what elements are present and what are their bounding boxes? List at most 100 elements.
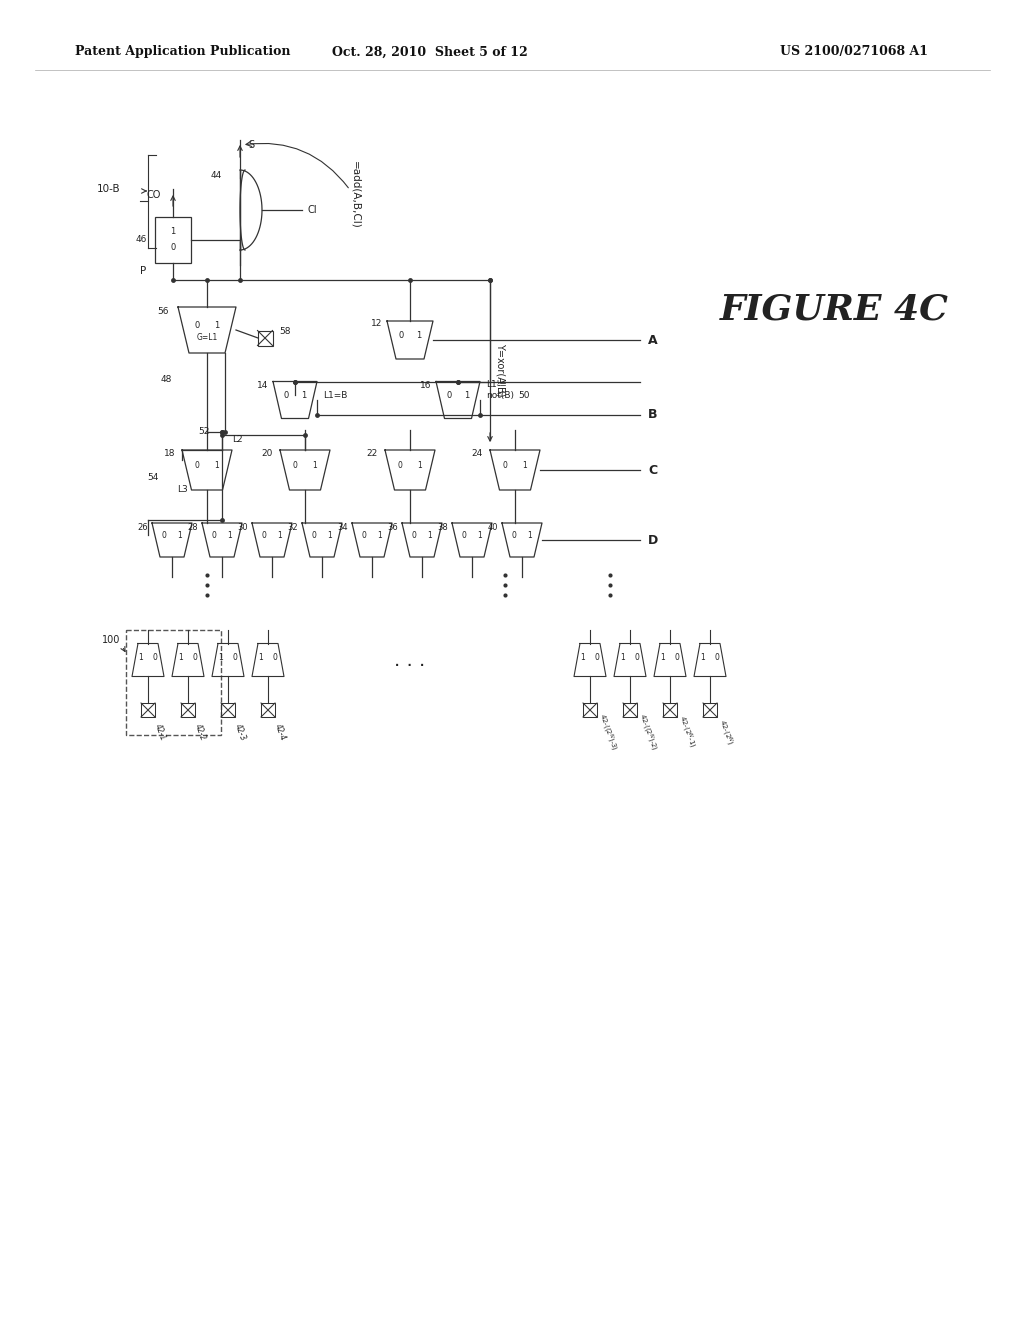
Text: 0: 0 bbox=[162, 531, 167, 540]
Text: 0: 0 bbox=[361, 531, 367, 540]
Text: 0: 0 bbox=[311, 531, 316, 540]
Text: L2: L2 bbox=[232, 436, 243, 445]
Text: B: B bbox=[648, 408, 657, 421]
Text: 50: 50 bbox=[518, 392, 529, 400]
Text: 42-2: 42-2 bbox=[193, 722, 207, 742]
Text: 22: 22 bbox=[367, 450, 378, 458]
Text: 1: 1 bbox=[477, 531, 482, 540]
Text: 0: 0 bbox=[715, 652, 720, 661]
Text: 1: 1 bbox=[527, 531, 532, 540]
Text: 12: 12 bbox=[371, 319, 382, 329]
Text: 1: 1 bbox=[312, 461, 317, 470]
Text: 32: 32 bbox=[288, 523, 298, 532]
Text: 0: 0 bbox=[462, 531, 467, 540]
Text: 1: 1 bbox=[522, 461, 527, 470]
Text: A: A bbox=[648, 334, 657, 346]
Text: 0: 0 bbox=[272, 652, 278, 661]
Text: US 2100/0271068 A1: US 2100/0271068 A1 bbox=[780, 45, 928, 58]
Bar bbox=[583, 704, 597, 717]
Text: 1: 1 bbox=[278, 531, 283, 540]
Text: 58: 58 bbox=[279, 327, 291, 337]
Text: 1: 1 bbox=[138, 652, 143, 661]
Text: CO: CO bbox=[146, 190, 161, 201]
Text: 42-(2$^N$): 42-(2$^N$) bbox=[715, 717, 735, 747]
Text: 40: 40 bbox=[487, 523, 498, 532]
Text: 0: 0 bbox=[397, 461, 402, 470]
Text: 1: 1 bbox=[428, 531, 432, 540]
Text: Patent Application Publication: Patent Application Publication bbox=[75, 45, 291, 58]
Text: 42-((2$^N$)-2): 42-((2$^N$)-2) bbox=[635, 711, 659, 752]
Text: 42-((2$^N$)-3): 42-((2$^N$)-3) bbox=[595, 711, 620, 752]
Text: 1: 1 bbox=[227, 531, 232, 540]
Text: 18: 18 bbox=[164, 450, 175, 458]
Text: . . .: . . . bbox=[394, 651, 426, 669]
Text: 42-(2$^N$-1): 42-(2$^N$-1) bbox=[675, 714, 698, 750]
Text: L1'=
not(B): L1'= not(B) bbox=[486, 380, 514, 400]
Text: 30: 30 bbox=[238, 523, 248, 532]
Text: 0: 0 bbox=[675, 652, 680, 661]
Text: 1: 1 bbox=[660, 652, 666, 661]
Text: 16: 16 bbox=[420, 381, 431, 391]
Text: 28: 28 bbox=[187, 523, 198, 532]
Text: 1: 1 bbox=[418, 461, 422, 470]
Text: 0: 0 bbox=[595, 652, 599, 661]
Text: 44: 44 bbox=[211, 170, 222, 180]
Text: 1: 1 bbox=[215, 461, 219, 470]
Text: 1: 1 bbox=[219, 652, 223, 661]
Text: L3: L3 bbox=[177, 486, 187, 495]
Text: 38: 38 bbox=[437, 523, 449, 532]
Text: 34: 34 bbox=[337, 523, 348, 532]
Bar bbox=[663, 704, 677, 717]
Text: 1: 1 bbox=[328, 531, 333, 540]
Text: 0: 0 bbox=[512, 531, 516, 540]
Text: 1: 1 bbox=[170, 227, 176, 236]
Text: FIGURE 4C: FIGURE 4C bbox=[720, 293, 949, 327]
Text: 42-3: 42-3 bbox=[233, 722, 248, 742]
Text: 1: 1 bbox=[700, 652, 706, 661]
Text: Y=xor(A,B): Y=xor(A,B) bbox=[496, 343, 506, 397]
Text: 24: 24 bbox=[472, 450, 483, 458]
Text: 48: 48 bbox=[161, 375, 172, 384]
Text: C: C bbox=[648, 463, 657, 477]
Text: CI: CI bbox=[307, 205, 316, 215]
Text: 0: 0 bbox=[195, 461, 200, 470]
Text: 1: 1 bbox=[417, 330, 422, 339]
Text: 42-1: 42-1 bbox=[153, 722, 167, 742]
Text: 0: 0 bbox=[232, 652, 238, 661]
Text: G=L1: G=L1 bbox=[197, 334, 218, 342]
Text: 1: 1 bbox=[259, 652, 263, 661]
Bar bbox=[141, 704, 155, 717]
Text: 14: 14 bbox=[257, 381, 268, 391]
Text: 0: 0 bbox=[398, 330, 403, 339]
Text: 0: 0 bbox=[503, 461, 508, 470]
Text: 10-B: 10-B bbox=[96, 183, 120, 194]
Bar bbox=[261, 704, 275, 717]
Text: 26: 26 bbox=[137, 523, 148, 532]
Text: 0: 0 bbox=[293, 461, 297, 470]
Text: 0: 0 bbox=[635, 652, 639, 661]
Bar bbox=[126, 630, 221, 735]
Text: 0: 0 bbox=[212, 531, 216, 540]
Text: 1: 1 bbox=[178, 652, 183, 661]
Text: 0: 0 bbox=[412, 531, 417, 540]
Text: 100: 100 bbox=[101, 635, 120, 645]
Text: 1: 1 bbox=[177, 531, 182, 540]
Text: 0: 0 bbox=[261, 531, 266, 540]
Text: 0: 0 bbox=[195, 321, 200, 330]
Text: 1: 1 bbox=[214, 321, 219, 330]
Text: Oct. 28, 2010  Sheet 5 of 12: Oct. 28, 2010 Sheet 5 of 12 bbox=[332, 45, 528, 58]
Text: 1: 1 bbox=[581, 652, 586, 661]
Text: 52: 52 bbox=[199, 428, 210, 437]
Bar bbox=[703, 704, 717, 717]
Text: 1: 1 bbox=[378, 531, 382, 540]
Text: D: D bbox=[648, 533, 658, 546]
Text: L1=B: L1=B bbox=[323, 392, 347, 400]
Text: 20: 20 bbox=[261, 450, 273, 458]
Text: 46: 46 bbox=[135, 235, 146, 244]
Bar bbox=[623, 704, 637, 717]
Bar bbox=[221, 704, 234, 717]
Text: 42-4: 42-4 bbox=[273, 722, 288, 742]
Text: 0: 0 bbox=[193, 652, 198, 661]
Text: 0: 0 bbox=[284, 391, 289, 400]
Bar bbox=[181, 704, 195, 717]
